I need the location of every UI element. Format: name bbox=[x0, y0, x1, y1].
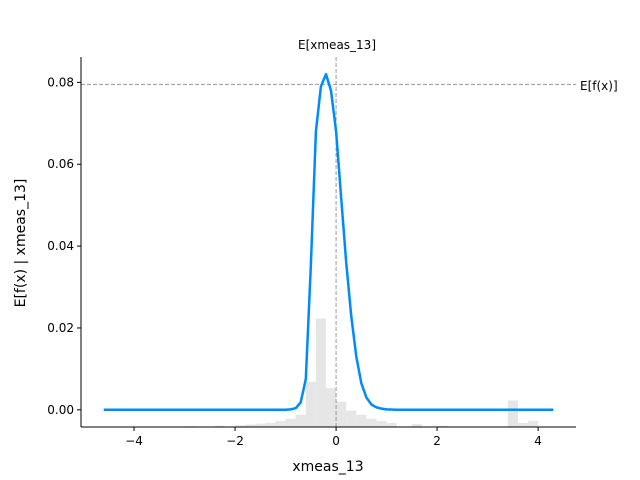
expected-value-lines bbox=[81, 57, 576, 427]
histogram-bar bbox=[295, 414, 306, 427]
x-tick-label: 4 bbox=[534, 434, 542, 448]
series-line bbox=[103, 72, 554, 412]
histogram-bar bbox=[336, 401, 347, 427]
expected-y-label: E[f(x)] bbox=[580, 79, 618, 93]
x-tick-label: −2 bbox=[226, 434, 244, 448]
y-tick-label: 0.06 bbox=[47, 157, 74, 171]
dependence-line bbox=[103, 72, 554, 412]
histogram-bar bbox=[275, 420, 286, 427]
histogram-bar bbox=[437, 425, 448, 427]
y-tick-label: 0.02 bbox=[47, 321, 74, 335]
histogram bbox=[184, 318, 539, 427]
histogram-bar bbox=[386, 422, 397, 427]
histogram-bar bbox=[255, 423, 266, 427]
histogram-bar bbox=[507, 400, 518, 427]
histogram-bar bbox=[315, 318, 326, 427]
expected-x-label: E[xmeas_13] bbox=[298, 38, 376, 52]
histogram-bar bbox=[305, 381, 316, 427]
histogram-bar bbox=[245, 424, 256, 427]
histogram-bar bbox=[265, 422, 276, 427]
histogram-bar bbox=[285, 418, 296, 427]
histogram-bar bbox=[517, 422, 529, 427]
y-tick-label: 0.04 bbox=[47, 239, 74, 253]
axes: −4 −2 0 2 4 0.00 0.02 0.04 0.06 0.08 bbox=[47, 57, 576, 448]
x-tick-label: −4 bbox=[125, 434, 143, 448]
histogram-bar bbox=[411, 424, 422, 427]
x-tick-label: 0 bbox=[332, 434, 340, 448]
histogram-bar bbox=[528, 420, 539, 427]
x-tick-label: 2 bbox=[433, 434, 441, 448]
histogram-bar bbox=[366, 418, 377, 427]
histogram-bar bbox=[376, 420, 387, 427]
y-tick-label: 0.08 bbox=[47, 75, 74, 89]
histogram-bar bbox=[346, 410, 357, 427]
y-tick-label: 0.00 bbox=[47, 403, 74, 417]
histogram-bar bbox=[214, 425, 225, 427]
histogram-bar bbox=[235, 425, 246, 427]
histogram-bar bbox=[356, 414, 367, 427]
y-axis-label: E[f(x) | xmeas_13] bbox=[13, 179, 29, 308]
histogram-bar bbox=[325, 388, 337, 427]
x-axis-label: xmeas_13 bbox=[292, 459, 363, 475]
